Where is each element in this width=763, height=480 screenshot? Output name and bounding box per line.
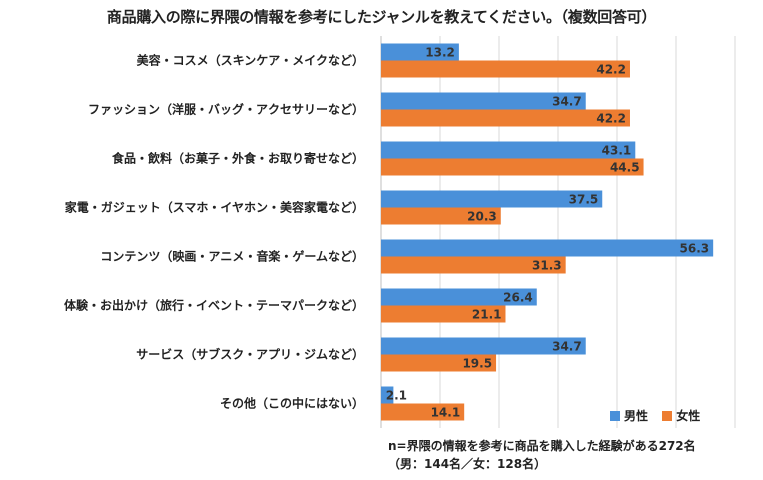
- chart-title: 商品購入の際に界隈の情報を参考にしたジャンルを教えてください。（複数回答可）: [106, 8, 657, 26]
- bar-female: [381, 354, 497, 372]
- legend-item-female: 女性: [662, 407, 700, 424]
- data-label-female: 31.3: [532, 259, 562, 273]
- legend-label-female: 女性: [676, 409, 701, 423]
- data-label-male: 13.2: [425, 46, 455, 60]
- bar-male: [381, 337, 586, 355]
- data-label-male: 26.4: [503, 291, 533, 305]
- footnote-line-1: n=界隈の情報を参考に商品を購入した経験がある272名: [388, 439, 696, 453]
- data-label-female: 14.1: [431, 406, 461, 420]
- category-label: 体験・お出かけ（旅行・イベント・テーマパークなど）: [64, 298, 364, 313]
- bar-male: [381, 386, 394, 404]
- category-label: サービス（サブスク・アプリ・ジムなど）: [136, 347, 364, 362]
- legend-swatch-male: [610, 410, 620, 421]
- bar-male: [381, 43, 459, 61]
- footnote-line-2: （男：144名／女：128名）: [388, 457, 547, 471]
- category-label: 美容・コスメ（スキンケア・メイクなど）: [137, 53, 364, 68]
- bar-male: [381, 92, 586, 110]
- data-label-male: 2.1: [386, 389, 407, 403]
- bar-female: [381, 403, 465, 421]
- category-label: 家電・ガジェット（スマホ・イヤホン・美容家電など）: [65, 200, 364, 215]
- data-label-female: 44.5: [610, 161, 640, 175]
- bar-female: [381, 109, 630, 127]
- bar-female: [381, 305, 506, 323]
- category-label: コンテンツ（映画・アニメ・音楽・ゲームなど）: [100, 249, 364, 264]
- bar-layer: [381, 43, 714, 421]
- legend-swatch-female: [662, 410, 673, 421]
- category-label: ファッション（洋服・バッグ・アクセサリーなど）: [88, 102, 364, 117]
- legend-item-male: 男性: [610, 407, 648, 424]
- bar-female: [381, 207, 501, 225]
- bar-male: [381, 239, 714, 257]
- category-label: その他（この中にはない）: [220, 396, 364, 411]
- data-label-male: 34.7: [552, 95, 582, 109]
- data-label-female: 20.3: [467, 210, 497, 224]
- bar-male: [381, 141, 636, 159]
- label-layer: 美容・コスメ（スキンケア・メイクなど） 13.2 42.2 ファッション（洋服・バッグ…: [64, 46, 709, 420]
- data-label-male: 56.3: [680, 242, 710, 256]
- category-label: 食品・飲料（お菓子・外食・お取り寄せなど）: [111, 151, 364, 166]
- data-label-female: 19.5: [462, 357, 492, 371]
- bar-female: [381, 158, 644, 176]
- data-label-female: 42.2: [596, 112, 626, 126]
- bar-female: [381, 60, 630, 78]
- data-label-male: 43.1: [602, 144, 632, 158]
- data-label-male: 37.5: [569, 193, 599, 207]
- data-label-female: 42.2: [596, 63, 626, 77]
- footnote: n=界隈の情報を参考に商品を購入した経験がある272名 （男：144名／女：12…: [388, 437, 696, 473]
- bar-male: [381, 190, 603, 208]
- data-label-female: 21.1: [472, 308, 502, 322]
- legend-label-male: 男性: [624, 409, 649, 423]
- bar-male: [381, 288, 537, 306]
- bar-female: [381, 256, 566, 274]
- data-label-male: 34.7: [552, 340, 582, 354]
- legend: 男性 女性: [610, 407, 710, 424]
